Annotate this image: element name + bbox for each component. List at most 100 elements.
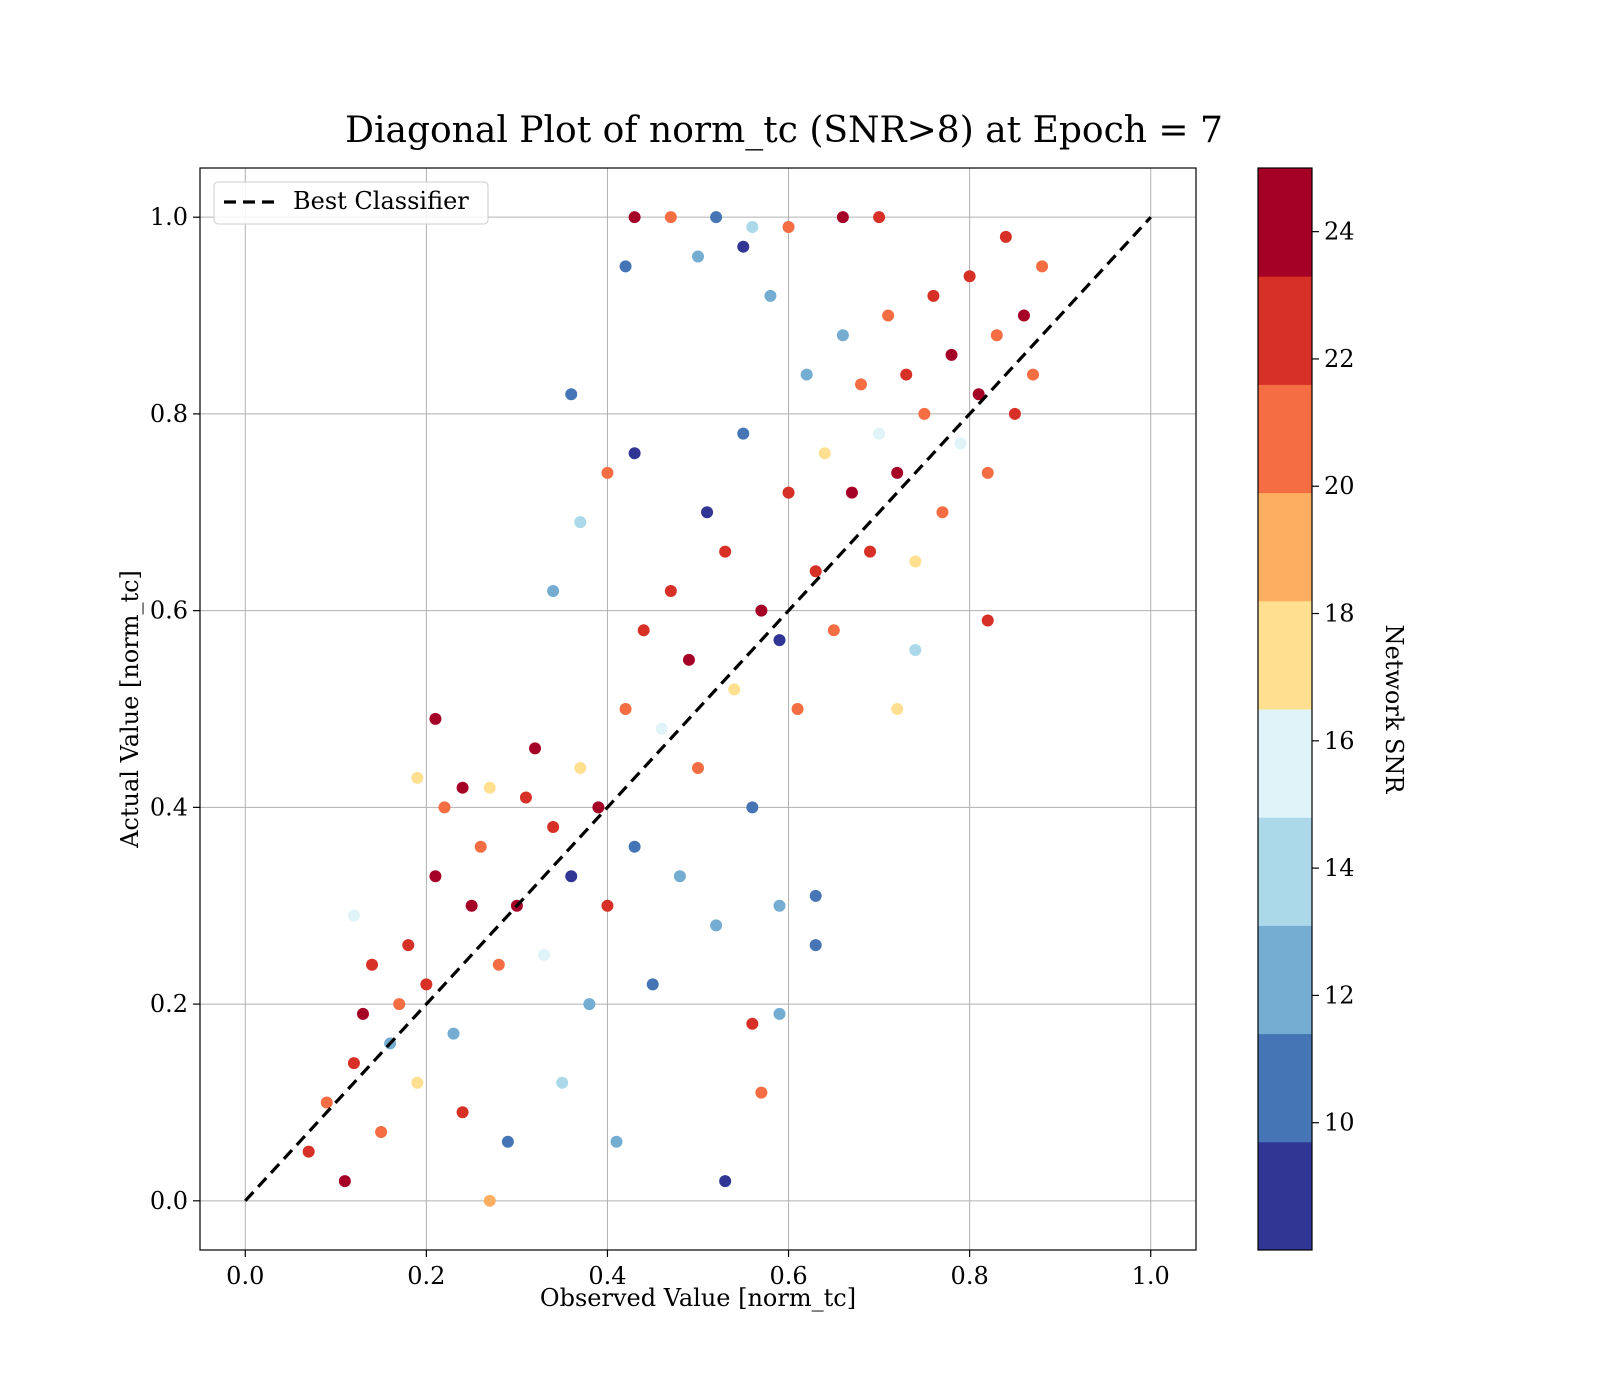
scatter-point xyxy=(474,840,487,853)
scatter-point xyxy=(565,870,578,883)
scatter-point xyxy=(366,958,379,971)
x-axis-ticks: 0.0 0.2 0.4 0.6 0.8 1.0 xyxy=(226,1250,1170,1290)
legend: Best Classifier xyxy=(213,181,489,225)
plot-area: 0.0 0.2 0.4 0.6 0.8 1.0 0.0 0.2 0.4 0.6 0.8 1.0 xyxy=(150,167,1197,1290)
scatter-point xyxy=(882,309,895,322)
scatter-point xyxy=(873,427,886,440)
scatter-point xyxy=(809,565,822,578)
scatter-point xyxy=(728,683,741,696)
scatter-point xyxy=(402,939,415,952)
colorbar-frame xyxy=(1257,167,1313,1251)
scatter-point xyxy=(1027,368,1040,381)
scatter-point xyxy=(710,919,723,932)
y-axis-ticks: 0.0 0.2 0.4 0.6 0.8 1.0 xyxy=(150,203,200,1215)
scatter-point xyxy=(972,388,985,401)
y-tick-label: 0.0 xyxy=(150,1187,188,1215)
colorbar-segment xyxy=(1258,168,1312,277)
x-tick-label: 0.8 xyxy=(951,1262,989,1290)
colorbar-tick-label: 14 xyxy=(1324,854,1355,882)
colorbar-tick-label: 18 xyxy=(1324,600,1355,628)
best-classifier-line xyxy=(244,216,1152,1202)
scatter-point xyxy=(818,447,831,460)
y-tick-label: 0.4 xyxy=(150,793,188,821)
scatter-point xyxy=(773,1007,786,1020)
scatter-point xyxy=(411,1076,424,1089)
scatter-point xyxy=(909,555,922,568)
colorbar-ticks: 10 12 14 16 18 20 22 24 xyxy=(1312,218,1355,1137)
scatter-point xyxy=(492,958,505,971)
scatter-point xyxy=(746,801,759,814)
scatter-point xyxy=(682,653,695,666)
scatter-point xyxy=(601,899,614,912)
scatter-point xyxy=(1036,260,1049,273)
colorbar: 10 12 14 16 18 20 22 24 Network SNR xyxy=(1257,167,1408,1251)
scatter-point xyxy=(456,1106,469,1119)
scatter-point xyxy=(836,329,849,342)
scatter-point xyxy=(655,722,668,735)
scatter-point xyxy=(547,584,560,597)
scatter-point xyxy=(782,221,795,234)
scatter-point xyxy=(746,221,759,234)
colorbar-tick-label: 20 xyxy=(1324,472,1355,500)
colorbar-tick-label: 16 xyxy=(1324,727,1355,755)
x-tick-label: 0.4 xyxy=(588,1262,626,1290)
scatter-point xyxy=(900,368,913,381)
scatter-point xyxy=(755,1086,768,1099)
colorbar-segment xyxy=(1258,492,1312,602)
scatter-point xyxy=(664,584,677,597)
scatter-point xyxy=(809,889,822,902)
scatter-point xyxy=(347,909,360,922)
scatter-point xyxy=(347,1057,360,1070)
scatter-point xyxy=(338,1175,351,1188)
y-tick-label: 0.6 xyxy=(150,597,188,625)
scatter-point xyxy=(628,447,641,460)
scatter-point xyxy=(619,260,632,273)
scatter-point xyxy=(954,437,967,450)
scatter-point xyxy=(320,1096,333,1109)
y-tick-label: 0.8 xyxy=(150,400,188,428)
scatter-point xyxy=(619,703,632,715)
colorbar-segment xyxy=(1258,384,1312,494)
scatter-point xyxy=(963,270,976,283)
scatter-point xyxy=(447,1027,460,1040)
colorbar-segments xyxy=(1258,168,1312,1251)
legend-box xyxy=(213,181,489,225)
scatter-point xyxy=(501,1135,514,1148)
scatter-point xyxy=(764,289,777,302)
colorbar-segment xyxy=(1258,600,1312,710)
scatter-point xyxy=(628,211,641,224)
scatter-point xyxy=(393,998,406,1011)
scatter-point xyxy=(854,378,867,391)
scatter-point xyxy=(809,939,822,952)
scatter-point xyxy=(673,870,686,883)
colorbar-segment xyxy=(1258,709,1312,818)
scatter-point xyxy=(755,604,768,617)
scatter-point xyxy=(746,1017,759,1030)
colorbar-segment xyxy=(1258,925,1312,1035)
scatter-point xyxy=(990,329,1003,342)
scatter-point xyxy=(981,466,994,479)
scatter-point xyxy=(710,211,723,224)
scatter-point xyxy=(637,624,650,637)
scatter-point xyxy=(547,821,560,834)
y-tick-label: 1.0 xyxy=(150,203,188,231)
scatter-point xyxy=(465,899,478,912)
scatter-point xyxy=(1008,407,1021,420)
scatter-point xyxy=(429,870,442,883)
scatter-point xyxy=(420,978,433,991)
plot-frame xyxy=(199,167,1197,1251)
scatter-point xyxy=(845,486,858,499)
scatter-point xyxy=(827,624,840,637)
colorbar-tick-label: 12 xyxy=(1324,981,1355,1009)
colorbar-segment xyxy=(1258,817,1312,926)
scatter-point xyxy=(918,407,931,420)
scatter-point xyxy=(483,1194,496,1207)
y-tick-label: 0.2 xyxy=(150,990,188,1018)
scatter-point xyxy=(773,899,786,912)
scatter-point xyxy=(302,1145,315,1158)
scatter-point xyxy=(692,250,704,263)
scatter-point xyxy=(891,466,904,479)
scatter-points xyxy=(302,211,1049,1207)
x-tick-label: 0.2 xyxy=(407,1262,445,1290)
scatter-point xyxy=(945,348,958,361)
